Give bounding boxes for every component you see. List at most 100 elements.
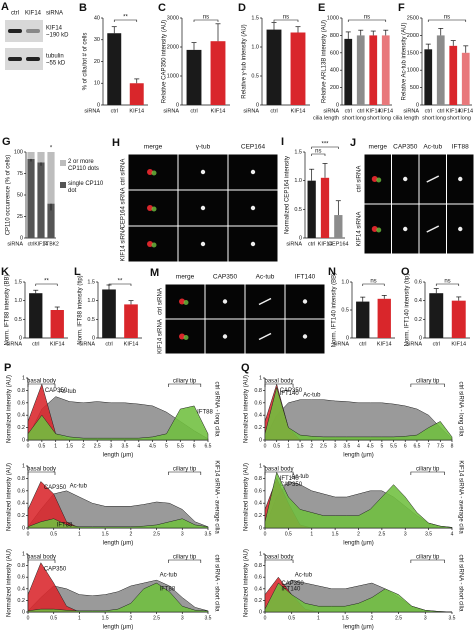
x-axis-label: length (μm) <box>343 625 373 631</box>
significance-bracket <box>193 19 219 22</box>
bar <box>320 177 330 238</box>
annotation-bracket <box>27 559 56 563</box>
y-tick-label: 200 <box>330 85 339 91</box>
x-subcategory-label: short <box>342 115 355 121</box>
x-axis-label: siRNA <box>333 341 349 347</box>
signal <box>376 227 382 233</box>
error-bar <box>295 26 301 33</box>
band-size: ~55 kD <box>46 61 66 67</box>
panel-letter: C <box>158 2 166 14</box>
x-tick-label: 0.5 <box>285 531 292 537</box>
y-tick-label: 0 <box>256 102 259 108</box>
series-label: IFT88 <box>197 409 213 415</box>
x-axis-label: length (μm) <box>343 541 373 547</box>
error-bar <box>345 31 351 39</box>
y-tick-label: 400 <box>330 68 339 74</box>
significance-label: ns <box>444 279 450 285</box>
significance-label: ns <box>283 15 289 21</box>
blot-band <box>8 29 22 33</box>
y-tick-label: 0 <box>346 335 349 341</box>
y-axis-label: Normalized intensity (AU) <box>7 549 13 617</box>
bar-segment <box>27 158 35 238</box>
significance-label: *** <box>321 142 329 148</box>
y-tick-label: 25 <box>17 214 23 220</box>
annotation: basal body <box>27 555 56 561</box>
legend-swatch <box>60 182 66 188</box>
y-tick-label: 1000 <box>167 73 179 79</box>
y-tick-label: 0.5 <box>87 317 95 323</box>
y-tick-label: 0 <box>92 335 95 341</box>
x-axis-label: siRNA <box>243 108 259 114</box>
series-label: Ac-tub <box>59 389 77 395</box>
x-tick-label: KIF14 <box>451 341 466 347</box>
side-label: KIF14 siRNA - average cilia <box>213 460 219 534</box>
panel-letter: I <box>281 136 284 148</box>
blot-band <box>26 29 40 33</box>
panel-letter: K <box>1 266 9 278</box>
annotation-bracket <box>264 383 294 387</box>
significance-label: ** <box>123 15 128 21</box>
x-tick-label: 1.5 <box>342 615 349 621</box>
intensity-area <box>264 471 453 529</box>
signal <box>302 299 308 304</box>
side-label: KIF14 siRNA - average cilia <box>457 460 463 534</box>
annotation: ciliary tip <box>173 467 197 473</box>
signal <box>179 298 185 305</box>
x-axis-label: siRNA <box>7 241 23 247</box>
x-tick-label: 2.5 <box>94 443 101 449</box>
column-label: merge <box>369 144 388 151</box>
x-tick-label: KIF14 <box>458 108 473 114</box>
y-tick-label: 600 <box>330 50 339 56</box>
legend-label: 2 or more CP110 dots <box>68 159 99 172</box>
y-tick-label: 0 <box>176 102 179 108</box>
significance-label: ns <box>364 15 370 21</box>
row-label: ctrl siRNA <box>158 288 164 315</box>
x-tick-label: ctrl <box>357 108 364 114</box>
signal <box>151 206 157 212</box>
y-tick-label: 0.4 <box>254 501 262 507</box>
error-bar <box>358 29 364 36</box>
y-tick-label: 0 <box>259 437 262 443</box>
y-tick-label: 0.4 <box>17 586 25 592</box>
panel-letter: B <box>79 2 87 14</box>
significance-label: * <box>50 146 53 152</box>
bar <box>307 180 316 238</box>
x-tick-label: 3 <box>110 443 113 449</box>
x-subcategory-label: long <box>381 115 391 121</box>
series-label: CAP350 <box>44 566 67 572</box>
bar <box>186 49 202 105</box>
y-tick-label: 10 <box>94 81 100 87</box>
x-tick-label: KIF14 <box>446 108 461 114</box>
x-tick-label: ctrl <box>111 108 118 114</box>
y-tick-label: 0 <box>259 525 262 531</box>
series-label: CAP350 <box>45 388 68 394</box>
blot-strip <box>5 48 43 70</box>
error-bar <box>191 42 197 50</box>
y-tick-label: 1.0 <box>294 178 302 184</box>
significance-bracket <box>108 283 132 286</box>
significance-label: ** <box>118 279 123 285</box>
annotation-bracket <box>410 559 445 563</box>
x-tick-label: ctrl <box>32 341 39 347</box>
column-label: IFT140 <box>295 274 316 281</box>
x-tick-label: ctrl <box>345 108 352 114</box>
y-tick-label: 0.4 <box>17 413 25 419</box>
signal <box>151 170 157 176</box>
x-tick-label: 0.5 <box>50 531 57 537</box>
band-name: tubulin <box>46 54 64 60</box>
error-bar <box>335 200 341 216</box>
x-tick-label: 0.5 <box>38 443 45 449</box>
signal <box>200 241 206 247</box>
series-label: CAP350 <box>44 485 67 491</box>
intensity-area <box>264 582 453 613</box>
signal <box>147 205 153 211</box>
x-tick-label: 2 <box>310 443 313 449</box>
signal <box>147 241 153 247</box>
signal <box>250 241 256 247</box>
y-tick-label: 0.8 <box>17 563 25 569</box>
bar <box>210 41 226 105</box>
bar <box>429 293 444 338</box>
x-tick-label: ctrl <box>308 241 315 247</box>
signal <box>458 176 463 182</box>
